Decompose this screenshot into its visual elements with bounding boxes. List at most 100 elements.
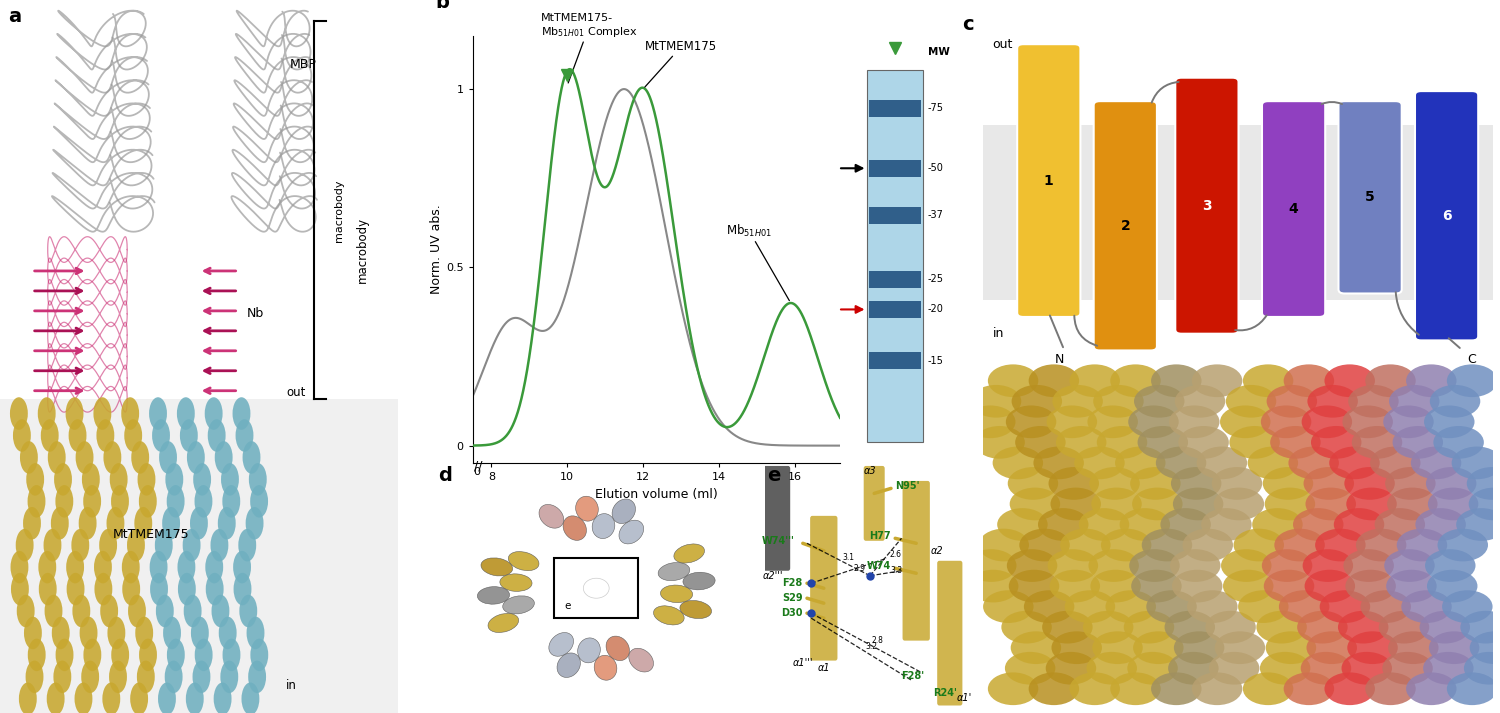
Ellipse shape (1348, 385, 1398, 418)
Ellipse shape (106, 507, 124, 540)
Ellipse shape (1008, 467, 1058, 500)
Ellipse shape (234, 573, 252, 605)
Ellipse shape (1179, 426, 1228, 458)
Ellipse shape (26, 660, 44, 693)
Ellipse shape (204, 397, 222, 430)
Ellipse shape (1007, 406, 1056, 438)
Ellipse shape (1161, 508, 1210, 541)
Ellipse shape (1020, 528, 1070, 561)
Text: MtTMEM175: MtTMEM175 (645, 41, 717, 87)
Ellipse shape (232, 551, 250, 583)
Ellipse shape (1053, 385, 1102, 418)
Text: 4: 4 (1288, 202, 1299, 216)
Text: MW: MW (928, 47, 950, 57)
Ellipse shape (1172, 467, 1221, 500)
Text: 3.3: 3.3 (890, 566, 902, 575)
Text: out: out (286, 386, 306, 399)
Text: S29: S29 (782, 593, 802, 603)
Ellipse shape (1424, 406, 1474, 438)
Ellipse shape (222, 485, 240, 518)
Text: N95': N95' (896, 481, 920, 491)
Ellipse shape (1226, 385, 1276, 418)
Ellipse shape (964, 406, 1016, 438)
Ellipse shape (130, 682, 148, 713)
Ellipse shape (556, 653, 580, 677)
Ellipse shape (1389, 385, 1440, 418)
Ellipse shape (584, 578, 609, 598)
Ellipse shape (1461, 611, 1500, 644)
Ellipse shape (1114, 446, 1166, 479)
FancyBboxPatch shape (938, 560, 963, 706)
Ellipse shape (1048, 467, 1100, 500)
Text: in: in (286, 679, 297, 692)
Ellipse shape (1311, 426, 1362, 458)
Ellipse shape (538, 505, 564, 528)
Ellipse shape (15, 529, 33, 561)
Ellipse shape (1011, 385, 1062, 418)
Text: -15: -15 (928, 356, 944, 366)
Ellipse shape (159, 441, 177, 473)
Ellipse shape (206, 551, 224, 583)
Ellipse shape (1370, 446, 1420, 479)
Text: out: out (993, 39, 1012, 51)
Ellipse shape (970, 385, 1022, 418)
Ellipse shape (26, 463, 44, 496)
Ellipse shape (16, 595, 34, 627)
Ellipse shape (1416, 508, 1466, 541)
Ellipse shape (1430, 385, 1480, 418)
Ellipse shape (1170, 549, 1221, 582)
Ellipse shape (207, 419, 225, 452)
Ellipse shape (1304, 467, 1354, 500)
Text: 2.6: 2.6 (890, 550, 902, 559)
Text: -20: -20 (928, 304, 944, 314)
Ellipse shape (1089, 467, 1140, 500)
Ellipse shape (1244, 364, 1293, 397)
Ellipse shape (982, 590, 1033, 623)
Ellipse shape (122, 551, 140, 583)
Ellipse shape (993, 446, 1042, 479)
Ellipse shape (1388, 488, 1437, 520)
Ellipse shape (236, 419, 254, 452)
Text: b: b (435, 0, 450, 12)
Ellipse shape (10, 573, 28, 605)
Text: α2''': α2''' (764, 570, 783, 581)
Ellipse shape (1174, 631, 1224, 664)
Ellipse shape (177, 397, 195, 430)
FancyBboxPatch shape (1176, 78, 1239, 334)
Text: 2: 2 (1120, 219, 1130, 233)
Ellipse shape (72, 529, 88, 561)
Ellipse shape (1467, 467, 1500, 500)
Ellipse shape (214, 441, 232, 473)
Ellipse shape (10, 397, 28, 430)
FancyBboxPatch shape (1262, 101, 1324, 317)
Ellipse shape (503, 596, 534, 614)
Ellipse shape (612, 499, 636, 523)
Ellipse shape (51, 507, 69, 540)
Ellipse shape (1384, 549, 1434, 582)
Ellipse shape (84, 639, 102, 671)
Ellipse shape (1088, 406, 1138, 438)
Y-axis label: Norm. UV abs.: Norm. UV abs. (430, 205, 442, 294)
Ellipse shape (988, 364, 1038, 397)
Ellipse shape (1383, 652, 1432, 684)
Ellipse shape (1130, 467, 1180, 500)
Ellipse shape (1209, 652, 1260, 684)
Text: α1': α1' (957, 693, 972, 703)
Ellipse shape (94, 551, 112, 583)
Ellipse shape (1202, 508, 1251, 541)
Text: α3: α3 (864, 466, 876, 476)
Text: W74: W74 (867, 560, 891, 571)
Ellipse shape (1334, 508, 1384, 541)
Text: H77: H77 (870, 530, 891, 541)
Ellipse shape (48, 441, 66, 473)
Ellipse shape (1468, 488, 1500, 520)
Ellipse shape (150, 551, 168, 583)
Ellipse shape (1238, 590, 1288, 623)
Ellipse shape (195, 639, 213, 671)
Ellipse shape (122, 397, 140, 430)
Text: macrobody: macrobody (334, 179, 344, 242)
Text: e: e (766, 466, 780, 485)
Ellipse shape (232, 397, 250, 430)
Ellipse shape (1428, 488, 1479, 520)
Ellipse shape (477, 587, 510, 604)
